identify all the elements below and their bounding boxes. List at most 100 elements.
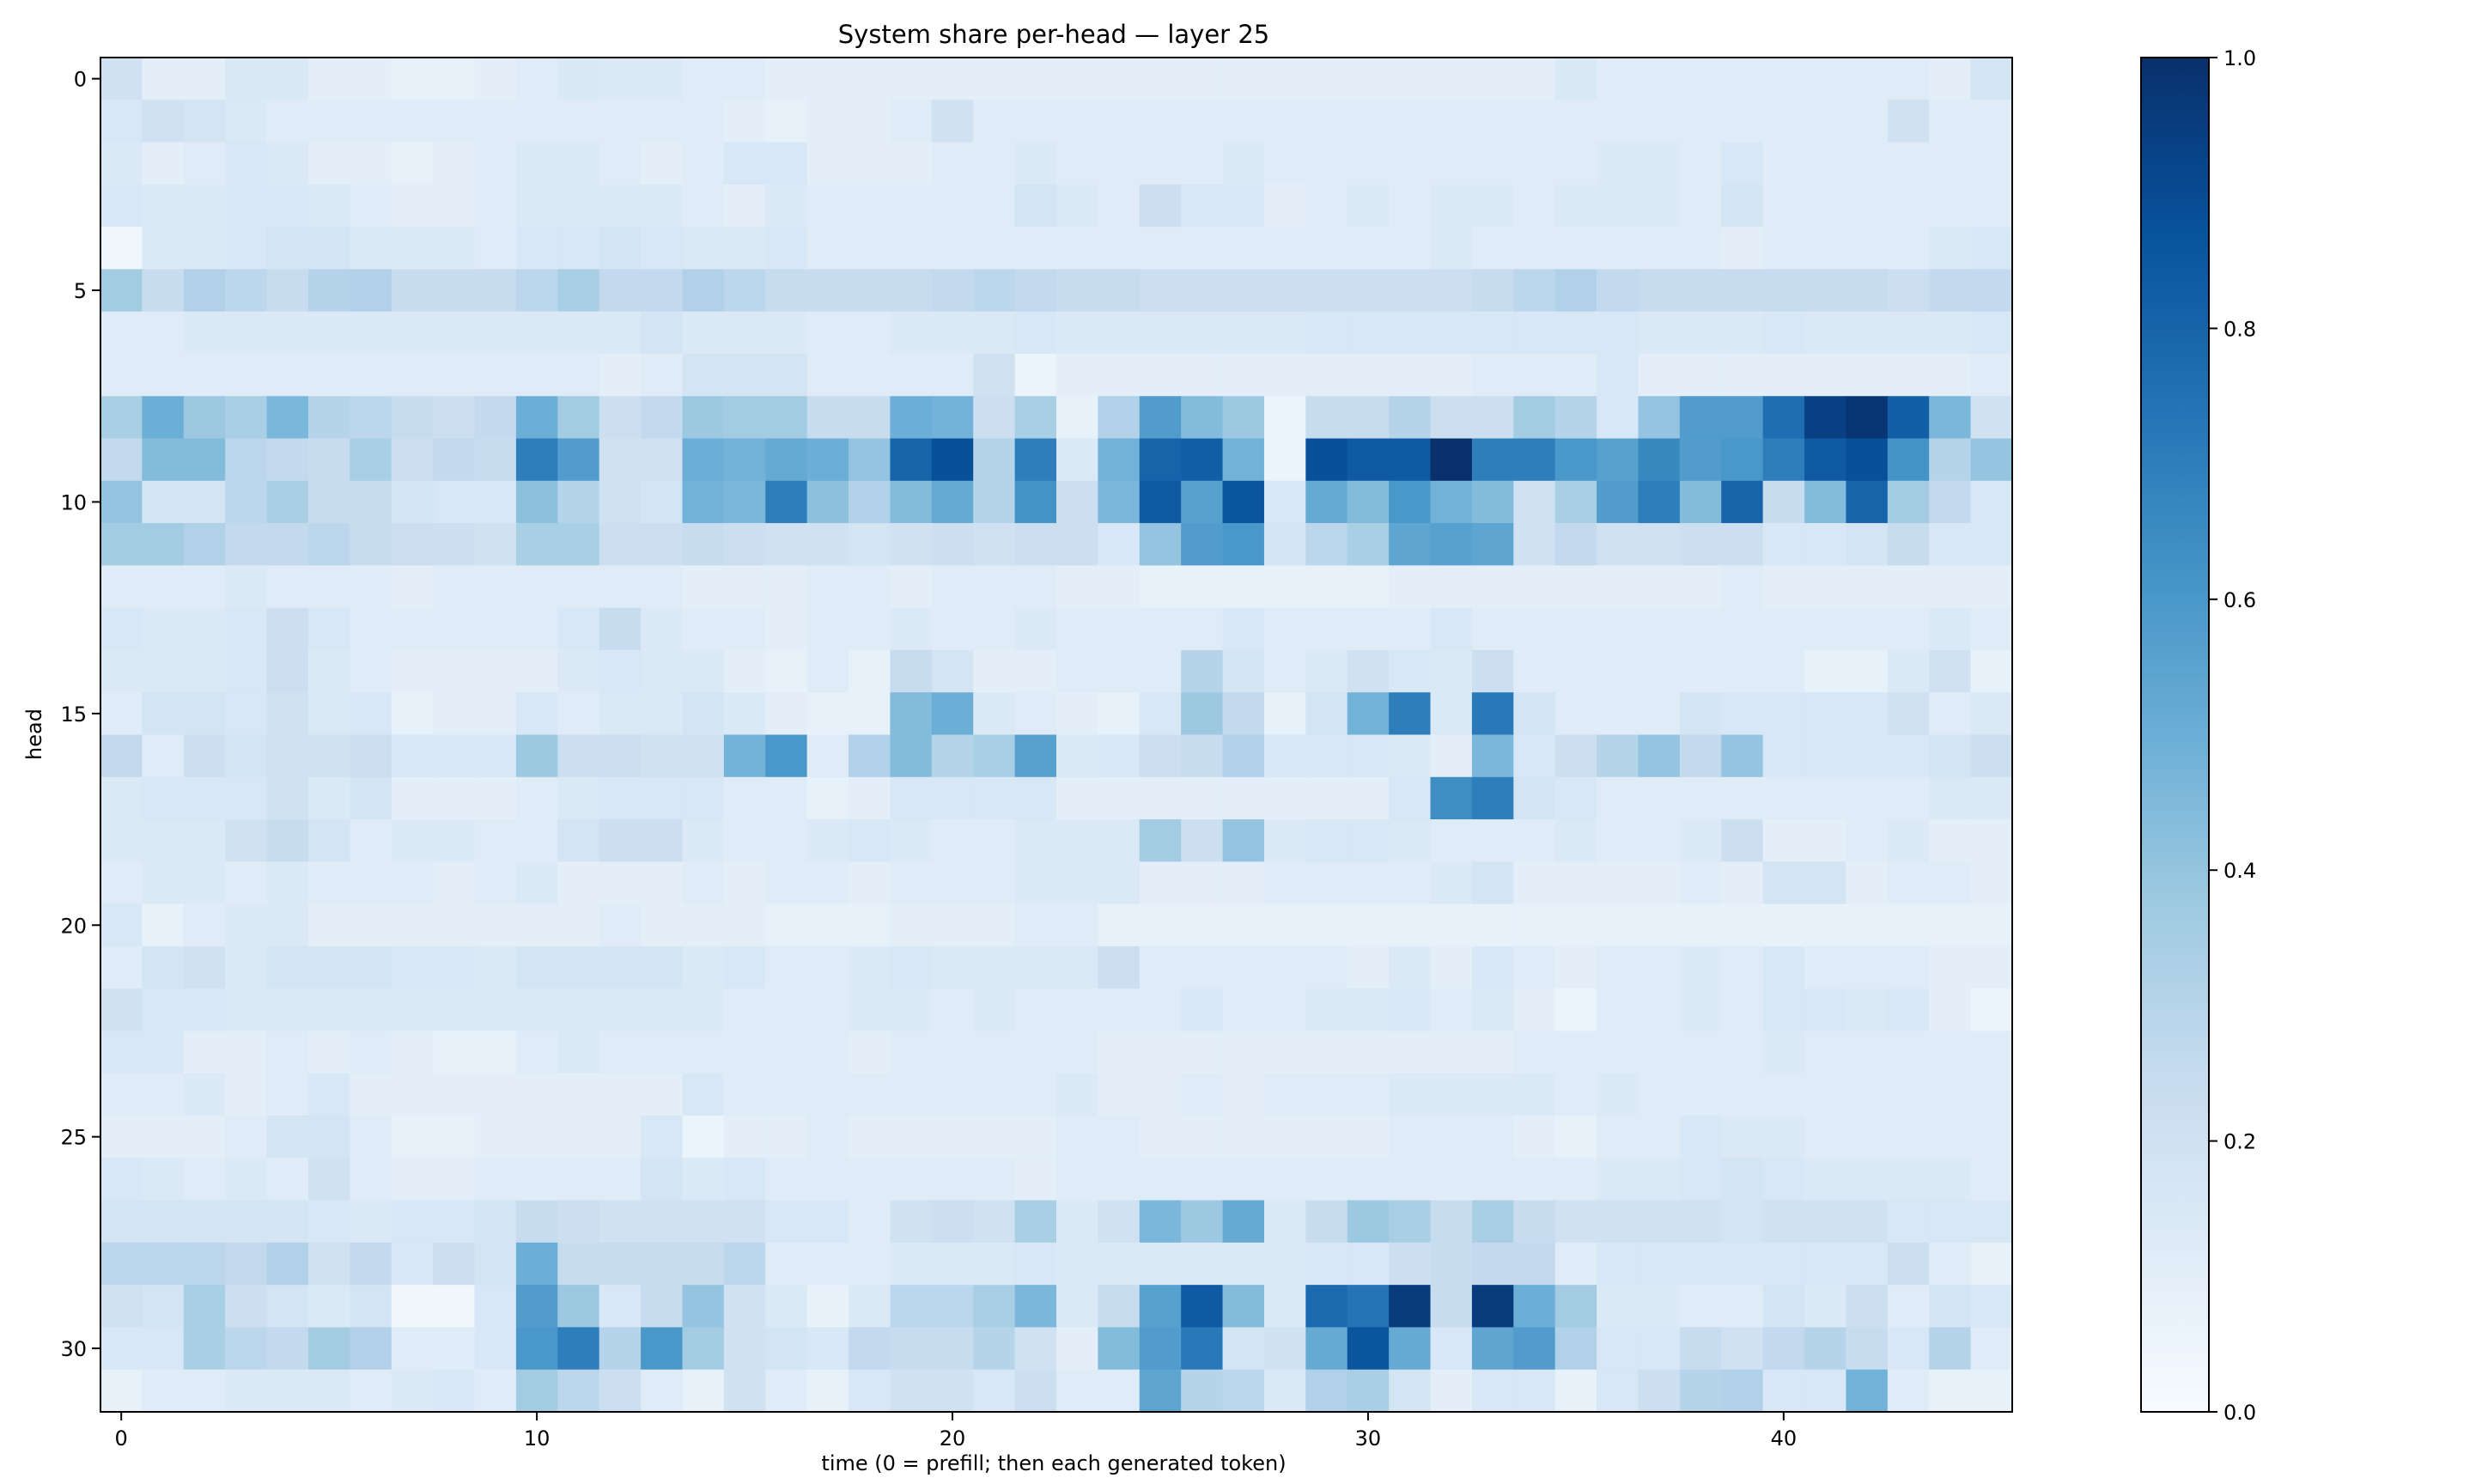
heatmap-cell [1222,1073,1265,1116]
heatmap-cell [142,269,185,313]
heatmap-cell [183,523,226,566]
heatmap-cell [1929,1200,1972,1244]
heatmap-cell [1679,1200,1722,1244]
heatmap-cell [1846,1116,1889,1159]
heatmap-cell [1181,184,1224,228]
heatmap-cell [723,100,766,143]
heatmap-cell [1471,861,1514,905]
heatmap-cell [1056,1158,1098,1201]
heatmap-cell [682,269,725,313]
heatmap-cell [1471,353,1514,397]
heatmap-cell [849,1116,891,1159]
heatmap-cell [474,1031,517,1074]
heatmap-cell [1389,607,1432,651]
heatmap-cell [1347,269,1390,313]
heatmap-cell [890,142,933,186]
heatmap-cell [1014,142,1057,186]
heatmap-cell [350,58,392,100]
heatmap-cell [1181,269,1224,313]
heatmap-cell [1014,1285,1057,1329]
heatmap-cell [350,1285,392,1329]
heatmap-cell [1139,523,1182,566]
heatmap-cell [1804,861,1847,905]
heatmap-cell [1098,353,1141,397]
heatmap-cell [1846,946,1889,989]
heatmap-cell [1389,100,1432,143]
heatmap-cell [1638,819,1681,862]
heatmap-cell [1638,184,1681,228]
heatmap-cell [1056,1242,1098,1286]
heatmap-cell [1804,565,1847,609]
y-tick-label: 10 [60,490,87,514]
heatmap-cell [515,1327,558,1371]
heatmap-cell [1098,861,1141,905]
heatmap-cell [1098,649,1141,693]
heatmap-cell [1263,819,1306,862]
heatmap-cell [1804,227,1847,271]
heatmap-cell [1804,1200,1847,1244]
heatmap-cell [765,903,808,947]
heatmap-cell [1846,1285,1889,1329]
heatmap-cell [100,396,143,440]
heatmap-cell [1181,227,1224,271]
heatmap-cell [307,311,350,355]
heatmap-cell [1762,988,1805,1032]
heatmap-cell [1139,734,1182,778]
colorbar-tick-label: 0.6 [2223,588,2256,612]
heatmap-cell [1389,480,1432,524]
heatmap-cell [806,776,849,820]
heatmap-cell [1597,100,1639,143]
heatmap-cell [931,184,974,228]
colorbar-ticks: 0.0 0.2 0.4 0.6 0.8 1.0 [2209,46,2256,1425]
heatmap-cell [1139,227,1182,271]
heatmap-cell [1471,1369,1514,1413]
heatmap-cell [890,565,933,609]
heatmap-cell [1804,353,1847,397]
x-tick-label: 10 [524,1426,551,1451]
heatmap-cell [1846,1242,1889,1286]
heatmap-cell [931,353,974,397]
heatmap-cell [1721,946,1764,989]
heatmap-cell [973,396,1016,440]
heatmap-cell [1970,1031,2013,1074]
heatmap-cell [723,1116,766,1159]
heatmap-cell [391,734,434,778]
heatmap-cell [433,523,476,566]
heatmap-cell [350,649,392,693]
heatmap-cell [183,734,226,778]
colorbar-tick-label: 0.4 [2223,859,2256,883]
heatmap-cell [557,480,600,524]
heatmap-cell [765,1031,808,1074]
heatmap-cell [142,396,185,440]
heatmap-cell [1679,1158,1722,1201]
y-axis-ticks: 0 5 10 15 20 25 30 [60,68,100,1361]
heatmap-cell [723,227,766,271]
heatmap-cell [1970,227,2013,271]
heatmap-cell [890,353,933,397]
colorbar-gradient [2140,57,2210,1413]
heatmap-cell [641,861,684,905]
heatmap-cell [723,692,766,736]
heatmap-cell [1597,1031,1639,1074]
heatmap-cell [515,607,558,651]
heatmap-cell [1887,142,1930,186]
heatmap-cell [1554,1031,1597,1074]
heatmap-cell [641,480,684,524]
heatmap-cell [1554,58,1597,100]
heatmap-cell [1056,776,1098,820]
heatmap-cell [1762,227,1805,271]
heatmap-cell [1139,1158,1182,1201]
heatmap-cell [1679,58,1722,100]
heatmap-cell [350,607,392,651]
heatmap-cell [1513,1158,1556,1201]
heatmap-cell [1513,1031,1556,1074]
heatmap-cell [765,1285,808,1329]
heatmap-cell [100,692,143,736]
heatmap-cell [474,1158,517,1201]
heatmap-cell [1887,819,1930,862]
heatmap-cell [307,523,350,566]
heatmap-cell [1471,58,1514,100]
heatmap-cell [1679,819,1722,862]
heatmap-cell [474,1327,517,1371]
heatmap-cell [806,692,849,736]
